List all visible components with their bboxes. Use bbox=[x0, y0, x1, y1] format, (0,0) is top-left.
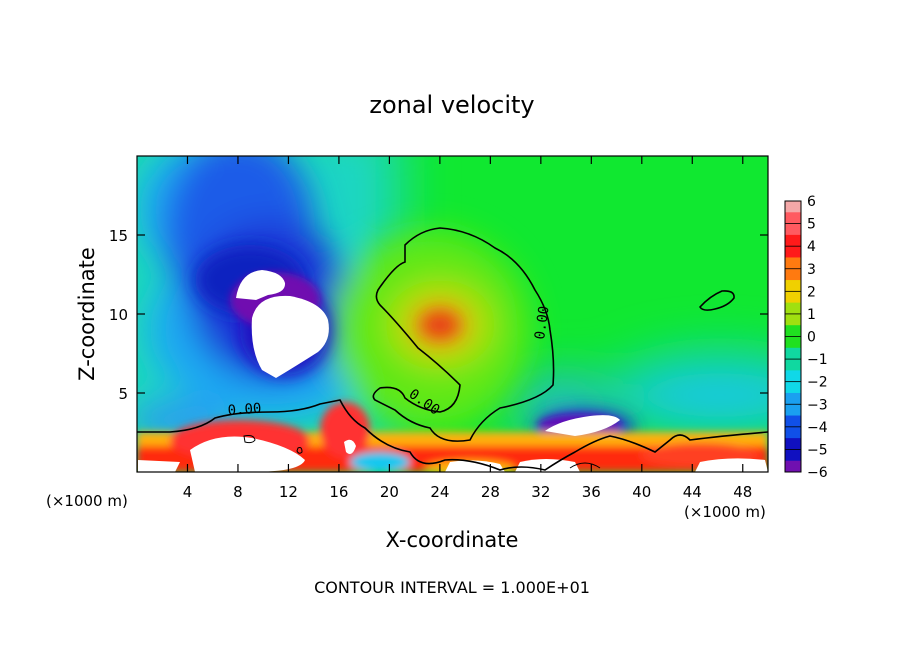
x-axis: 4 8 12 16 20 24 28 32 36 40 44 48 bbox=[183, 156, 752, 501]
x-unit-label: (×1000 m) bbox=[46, 492, 128, 510]
colorbar-label: 4 bbox=[807, 239, 816, 255]
colorbar: 6 5 4 3 2 1 0 −1 −2 −3 −4 −5 −6 bbox=[784, 194, 828, 481]
colorbar-swatch bbox=[785, 449, 801, 462]
y-tick-label: 5 bbox=[118, 385, 128, 403]
colorbar-swatch bbox=[785, 426, 801, 439]
colorbar-swatch bbox=[785, 460, 801, 473]
colorbar-label: −5 bbox=[807, 442, 828, 458]
colorbar-swatch bbox=[785, 336, 801, 349]
heatmap-field bbox=[137, 156, 768, 472]
chart-title: zonal velocity bbox=[369, 91, 534, 119]
zero-contours bbox=[137, 227, 768, 471]
colorbar-swatch bbox=[785, 404, 801, 417]
colorbar-swatch bbox=[785, 257, 801, 270]
colorbar-label: 6 bbox=[807, 194, 816, 210]
colorbar-label: −6 bbox=[807, 465, 828, 481]
x-tick-label: 32 bbox=[531, 483, 550, 501]
colorbar-swatch bbox=[785, 381, 801, 394]
y-axis-label: Z-coordinate bbox=[75, 247, 99, 381]
x-axis-label: X-coordinate bbox=[386, 528, 519, 552]
colorbar-swatch bbox=[785, 325, 801, 337]
colorbar-swatch bbox=[785, 201, 801, 213]
x-tick-label: 8 bbox=[233, 483, 243, 501]
colorbar-swatch bbox=[785, 347, 801, 360]
colorbar-swatch bbox=[785, 268, 801, 281]
x-tick-label: 4 bbox=[183, 483, 193, 501]
colorbar-swatch bbox=[785, 223, 801, 236]
colorbar-label: 5 bbox=[807, 217, 816, 233]
colorbar-swatch bbox=[785, 212, 801, 225]
colorbar-label: −4 bbox=[807, 420, 828, 436]
x-tick-label: 24 bbox=[430, 483, 449, 501]
colorbar-label: 1 bbox=[807, 307, 816, 323]
colorbar-swatch bbox=[785, 438, 801, 450]
colorbar-swatch bbox=[785, 291, 801, 304]
colorbar-swatch bbox=[785, 359, 801, 371]
x-tick-label: 20 bbox=[380, 483, 399, 501]
y-tick-label: 10 bbox=[109, 306, 128, 324]
y-axis: 5 10 15 bbox=[109, 227, 768, 403]
colorbar-swatch bbox=[785, 313, 801, 326]
colorbar-swatch bbox=[785, 370, 801, 383]
colorbar-label: −3 bbox=[807, 397, 828, 413]
colorbar-label: 3 bbox=[807, 262, 816, 278]
x-tick-label: 48 bbox=[733, 483, 752, 501]
colorbar-swatch bbox=[785, 415, 801, 428]
y-tick-label: 15 bbox=[109, 227, 128, 245]
x-tick-label: 12 bbox=[279, 483, 298, 501]
colorbar-swatch bbox=[785, 246, 801, 258]
x-unit-label-right: (×1000 m) bbox=[684, 503, 766, 521]
contour-interval-footer: CONTOUR INTERVAL = 1.000E+01 bbox=[314, 578, 590, 597]
colorbar-label: −2 bbox=[807, 375, 828, 391]
x-tick-label: 44 bbox=[683, 483, 702, 501]
x-tick-label: 16 bbox=[329, 483, 348, 501]
x-tick-label: 28 bbox=[481, 483, 500, 501]
colorbar-swatch bbox=[785, 302, 801, 315]
colorbar-label: −1 bbox=[807, 352, 828, 368]
colorbar-swatch bbox=[785, 280, 801, 292]
x-tick-label: 36 bbox=[582, 483, 601, 501]
contour-label: 0.00 bbox=[532, 305, 553, 341]
colorbar-label: 2 bbox=[807, 284, 816, 300]
contour-labels: 0.00 0.00 0.00 bbox=[227, 305, 552, 419]
x-tick-label: 40 bbox=[632, 483, 651, 501]
colorbar-swatch bbox=[785, 392, 801, 405]
contour-label: 0.00 bbox=[227, 401, 262, 419]
colorbar-label: 0 bbox=[807, 330, 816, 346]
colorbar-swatch bbox=[785, 234, 801, 247]
